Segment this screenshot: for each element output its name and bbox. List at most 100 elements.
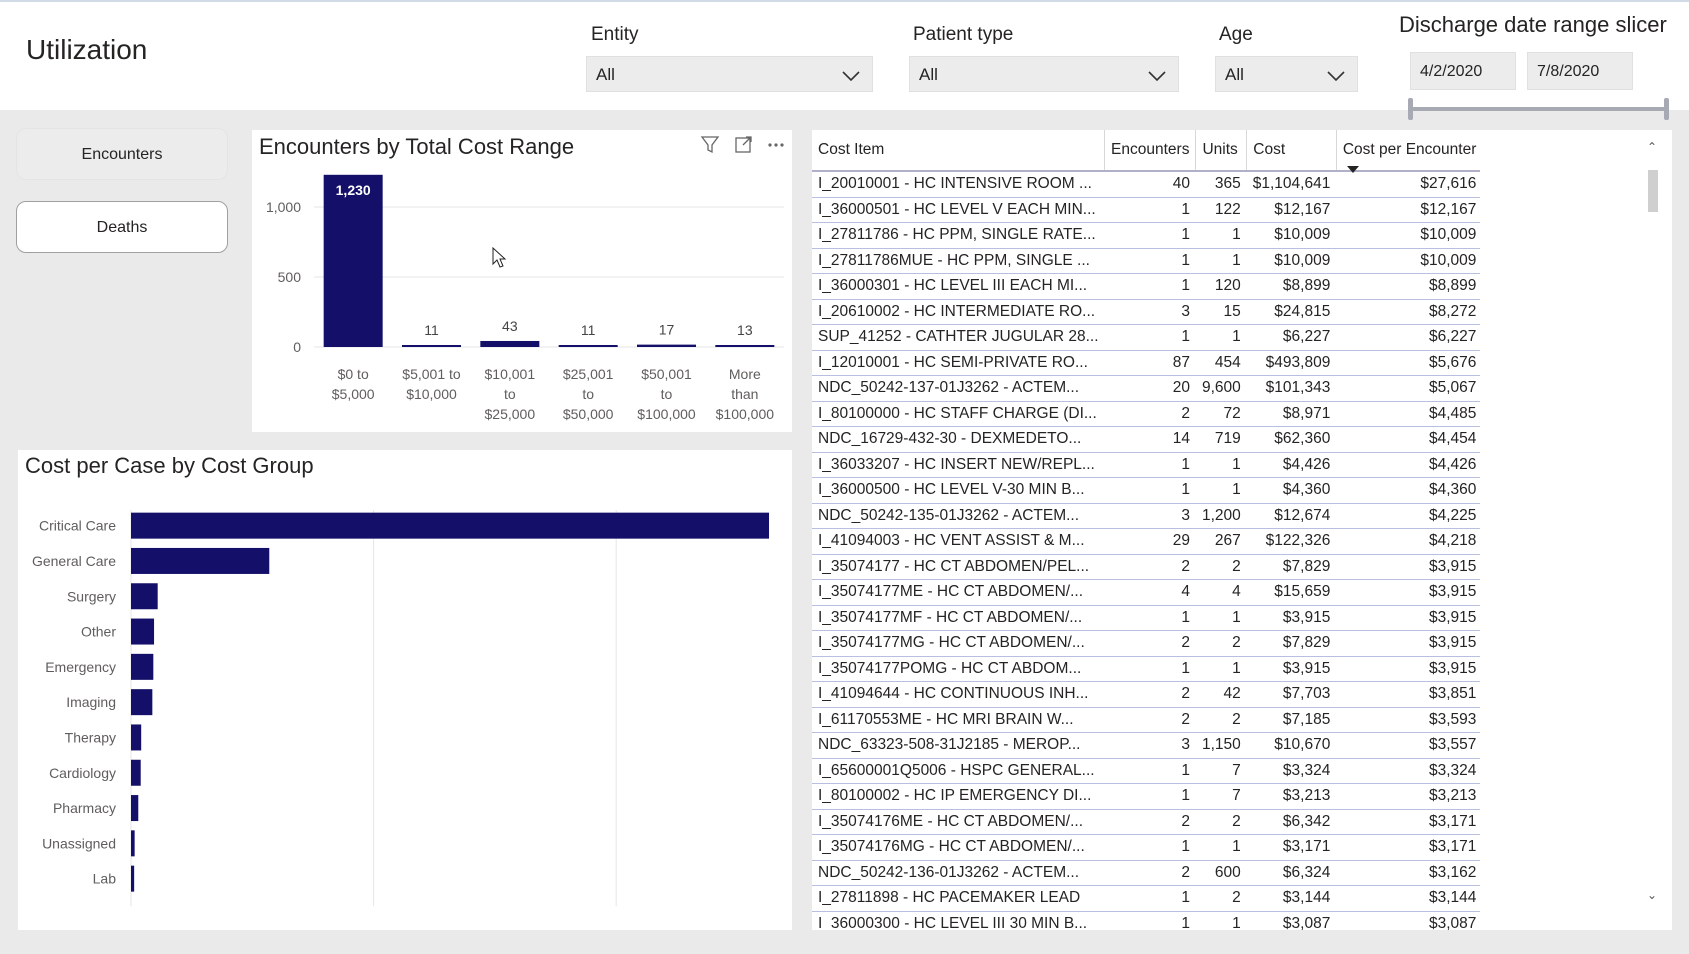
table-row[interactable]: I_35074176ME - HC CT ABDOMEN/... 2 2 $6,342… [812, 809, 1480, 835]
patient-type-dropdown[interactable]: All [909, 56, 1179, 92]
cost-cell: $3,087 [1246, 911, 1337, 930]
start-date-input[interactable]: 4/2/2020 [1410, 52, 1516, 90]
cost-cell: $3,324 [1246, 758, 1337, 784]
cost-per-encounter-cell: $8,272 [1336, 299, 1480, 325]
table-row[interactable]: I_35074177POMG - HC CT ABDOM... 1 1 $3,915 $… [812, 656, 1480, 682]
cost-item-cell: I_41094644 - HC CONTINUOUS INH... [812, 681, 1105, 708]
table-row[interactable]: I_35074177ME - HC CT ABDOMEN/... 4 4 $15,65… [812, 579, 1480, 606]
table-row[interactable]: I_27811898 - HC PACEMAKER LEAD 1 2 $3,144 $3… [812, 885, 1480, 912]
units-cell: 2 [1195, 707, 1247, 733]
cost-cell: $3,213 [1246, 783, 1337, 810]
bar [131, 547, 270, 574]
table-row[interactable]: NDC_63323-508-31J2185 - MEROP... 3 1,150 $1… [812, 732, 1480, 759]
encounters-button[interactable]: Encounters [16, 128, 228, 180]
encounters-cell: 2 [1104, 554, 1196, 580]
focus-mode-icon[interactable] [735, 136, 752, 153]
data-label: 1,230 [336, 182, 371, 198]
units-cell: 122 [1195, 197, 1247, 223]
cost-item-cell: I_20010001 - HC INTENSIVE ROOM ... [812, 171, 1105, 198]
table-row[interactable]: I_27811786 - HC PPM, SINGLE RATE... 1 1 $10… [812, 222, 1480, 249]
table-row[interactable]: I_35074177 - HC CT ABDOMEN/PEL... 2 2 $7,82… [812, 554, 1480, 580]
x-tick-label: $100,000 [716, 406, 775, 422]
column-header-encounters[interactable]: Encounters [1104, 130, 1197, 172]
deaths-button[interactable]: Deaths [16, 201, 228, 253]
units-cell: 42 [1195, 681, 1247, 708]
column-header-cost-per-encounter[interactable]: Cost per Encounter [1336, 130, 1480, 173]
encounters-chart-title: Encounters by Total Cost Range [259, 134, 575, 159]
table-row[interactable]: I_65600001Q5006 - HSPC GENERAL... 1 7 $3,32… [812, 758, 1480, 784]
cost-cell: $8,899 [1246, 273, 1337, 300]
more-options-icon[interactable] [768, 143, 784, 147]
cost-per-encounter-cell: $3,213 [1336, 783, 1480, 810]
table-row[interactable]: I_36000300 - HC LEVEL III 30 MIN B... 1 1 $… [812, 911, 1480, 930]
table-row[interactable]: NDC_50242-135-01J3262 - ACTEM... 3 1,200 $1… [812, 503, 1480, 529]
chevron-down-icon [1327, 71, 1345, 82]
x-tick-label: to [504, 386, 516, 402]
x-tick-label: $10,000 [348, 929, 399, 930]
units-cell: 1 [1195, 911, 1247, 930]
cost-per-encounter-cell: $3,144 [1336, 885, 1480, 912]
date-slider-track[interactable] [1410, 107, 1668, 111]
cost-per-encounter-cell: $12,167 [1336, 197, 1480, 223]
cost-item-table-viewport[interactable]: Cost Item Encounters Units Cost Cost per… [812, 130, 1480, 930]
units-cell: 1 [1195, 477, 1247, 504]
units-cell: 120 [1195, 273, 1247, 300]
table-row[interactable]: I_35074177MG - HC CT ABDOMEN/... 2 2 $7,829… [812, 630, 1480, 657]
cost-per-encounter-cell: $3,087 [1336, 911, 1480, 930]
column-header-units[interactable]: Units [1195, 130, 1248, 172]
table-row[interactable]: I_80100002 - HC IP EMERGENCY DI... 1 7 $3,2… [812, 783, 1480, 810]
end-date-input[interactable]: 7/8/2020 [1527, 52, 1633, 90]
scrollbar-thumb[interactable] [1648, 170, 1658, 212]
encounters-cell: 29 [1104, 528, 1196, 555]
table-row[interactable]: I_20610002 - HC INTERMEDIATE RO... 3 15 $24… [812, 299, 1480, 325]
table-row[interactable]: I_35074176MG - HC CT ABDOMEN/... 1 1 $3,171… [812, 834, 1480, 861]
table-row[interactable]: I_80100000 - HC STAFF CHARGE (DI... 2 72 $8… [812, 401, 1480, 427]
table-scrollbar[interactable]: ⌃ ⌄ [1644, 140, 1662, 910]
encounters-cell: 1 [1104, 783, 1196, 810]
table-row[interactable]: I_36000301 - HC LEVEL III EACH MI... 1 120… [812, 273, 1480, 300]
units-cell: 267 [1195, 528, 1247, 555]
table-row[interactable]: I_36000500 - HC LEVEL V-30 MIN B... 1 1 $4,… [812, 477, 1480, 504]
column-header-cost[interactable]: Cost [1246, 130, 1337, 172]
bar [131, 618, 155, 645]
cost-per-encounter-header-label: Cost per Encounter [1342, 141, 1477, 158]
table-row[interactable]: I_36000501 - HC LEVEL V EACH MIN... 1 122 $… [812, 197, 1480, 223]
table-row[interactable]: I_61170553ME - HC MRI BRAIN W... 2 2 $7,185… [812, 707, 1480, 733]
table-row[interactable]: I_12010001 - HC SEMI-PRIVATE RO... 87 454 $… [812, 350, 1480, 376]
table-row[interactable]: NDC_16729-432-30 - DEXMEDETO... 14 719 $62,… [812, 426, 1480, 453]
table-row[interactable]: NDC_50242-136-01J3262 - ACTEM... 2 600 $6,3… [812, 860, 1480, 886]
scroll-down-icon[interactable]: ⌄ [1647, 888, 1658, 902]
chevron-down-icon [842, 71, 860, 82]
table-row[interactable]: I_41094003 - HC VENT ASSIST & M... 29 267 $… [812, 528, 1480, 555]
x-tick-label: $50,000 [563, 406, 614, 422]
table-row[interactable]: I_35074177MF - HC CT ABDOMEN/... 1 1 $3,915… [812, 605, 1480, 631]
encounters-cell: 1 [1104, 324, 1196, 351]
date-slider-end-handle[interactable] [1664, 98, 1669, 120]
y-tick-label: Pharmacy [53, 800, 116, 816]
table-row[interactable]: NDC_50242-137-01J3262 - ACTEM... 20 9,600 $… [812, 375, 1480, 402]
table-row[interactable]: I_41094644 - HC CONTINUOUS INH... 2 42 $7,7… [812, 681, 1480, 708]
cost-cell: $7,703 [1246, 681, 1337, 708]
table-row[interactable]: I_20010001 - HC INTENSIVE ROOM ... 40 365 $… [812, 171, 1480, 198]
y-tick-label: Therapy [65, 729, 116, 745]
encounters-cell: 1 [1104, 477, 1196, 504]
cost-per-encounter-cell: $8,899 [1336, 273, 1480, 300]
x-tick-label: $100,000 [637, 406, 696, 422]
date-slider-start-handle[interactable] [1408, 98, 1413, 120]
cost-item-cell: I_27811786 - HC PPM, SINGLE RATE... [812, 222, 1105, 249]
cost-per-encounter-cell: $4,485 [1336, 401, 1480, 427]
units-cell: 2 [1195, 554, 1247, 580]
age-dropdown[interactable]: All [1215, 56, 1358, 92]
filter-icon[interactable] [700, 136, 720, 154]
scroll-up-icon[interactable]: ⌃ [1647, 140, 1658, 154]
entity-dropdown[interactable]: All [586, 56, 873, 92]
cost-per-encounter-cell: $6,227 [1336, 324, 1480, 351]
table-row[interactable]: I_27811786MUE - HC PPM, SINGLE ... 1 1 $10,… [812, 248, 1480, 274]
encounters-cell: 20 [1104, 375, 1196, 402]
column-header-cost-item[interactable]: Cost Item [812, 130, 1106, 172]
table-row[interactable]: SUP_41252 - CATHTER JUGULAR 28... 1 1 $6,22… [812, 324, 1480, 351]
bar [131, 865, 135, 892]
table-row[interactable]: I_36033207 - HC INSERT NEW/REPL... 1 1 $4,4… [812, 452, 1480, 478]
date-slicer-title: Discharge date range slicer [1399, 12, 1667, 37]
cost-per-encounter-cell: $3,915 [1336, 630, 1480, 657]
